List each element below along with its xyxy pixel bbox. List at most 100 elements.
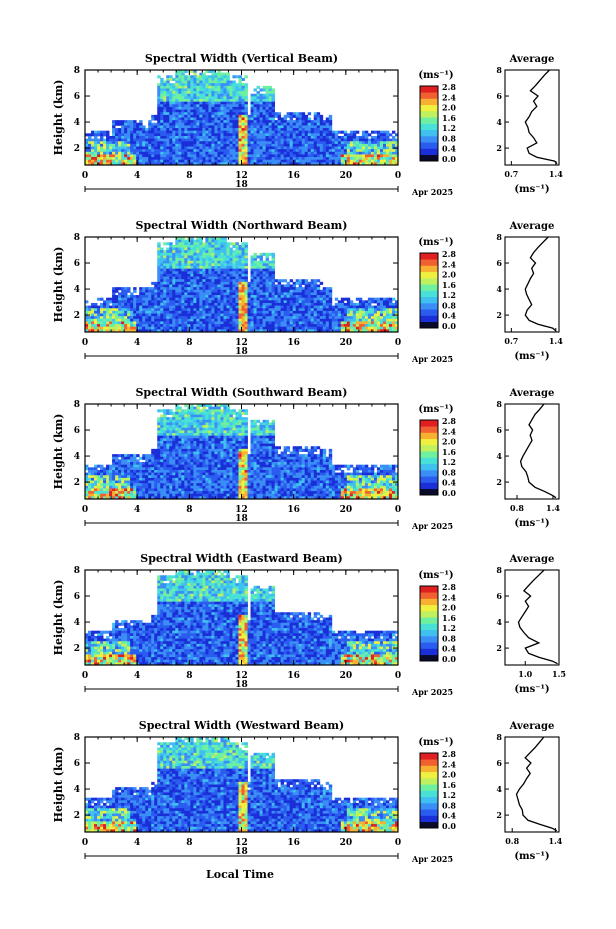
heatmap-cell bbox=[259, 297, 263, 301]
heatmap-cell bbox=[271, 135, 276, 140]
heatmap-cell bbox=[166, 266, 170, 270]
heatmap-cell bbox=[259, 109, 263, 113]
heatmap-cell bbox=[214, 417, 218, 421]
heatmap-cell bbox=[223, 295, 227, 299]
heatmap-cell bbox=[205, 263, 209, 267]
heatmap-cell bbox=[166, 273, 170, 277]
heatmap-cell bbox=[346, 329, 351, 332]
heatmap-cell bbox=[199, 149, 203, 153]
heatmap-cell bbox=[163, 326, 167, 330]
heatmap-cell bbox=[214, 112, 218, 116]
heatmap-cell bbox=[217, 324, 221, 328]
heatmap-cell bbox=[97, 297, 101, 301]
heatmap-cell bbox=[121, 316, 125, 320]
heatmap-cell bbox=[361, 321, 366, 325]
heatmap-cell bbox=[298, 292, 303, 296]
heatmap-cell bbox=[202, 300, 206, 304]
heatmap-cell bbox=[199, 414, 203, 418]
heatmap-cell bbox=[199, 329, 203, 332]
heatmap-cell bbox=[151, 318, 155, 322]
heatmap-cell bbox=[289, 125, 294, 129]
heatmap-cell bbox=[100, 297, 104, 301]
heatmap-cell bbox=[220, 104, 224, 108]
heatmap-cell bbox=[205, 154, 209, 158]
heatmap-cell bbox=[334, 159, 339, 163]
heatmap-cell bbox=[157, 287, 161, 291]
heatmap-cell bbox=[100, 151, 104, 155]
heatmap-cell bbox=[115, 138, 119, 142]
colorbar-tick-label: 2.0 bbox=[442, 103, 456, 113]
heatmap-cell bbox=[379, 310, 384, 314]
heatmap-cell bbox=[193, 281, 197, 285]
heatmap-cell bbox=[241, 77, 245, 81]
heatmap-cell bbox=[151, 159, 155, 163]
heatmap-cell bbox=[163, 120, 167, 124]
heatmap-cell bbox=[223, 297, 227, 301]
heatmap-cell bbox=[238, 316, 242, 320]
heatmap-cell bbox=[226, 130, 230, 134]
heatmap-cell bbox=[235, 271, 239, 275]
heatmap-cell bbox=[178, 300, 182, 304]
x-tick-label: 12 bbox=[235, 171, 248, 181]
heatmap-cell bbox=[103, 302, 107, 307]
heatmap-cell bbox=[199, 120, 203, 124]
heatmap-cell bbox=[262, 329, 266, 332]
heatmap-cell bbox=[277, 128, 282, 132]
heatmap-cell bbox=[298, 313, 303, 317]
heatmap-cell bbox=[184, 417, 188, 421]
heatmap-cell bbox=[379, 159, 384, 163]
heatmap-cell bbox=[229, 329, 233, 332]
heatmap-cell bbox=[142, 143, 146, 147]
heatmap-cell bbox=[187, 263, 191, 267]
heatmap-cell bbox=[139, 125, 143, 129]
heatmap-cell bbox=[112, 141, 116, 145]
heatmap-cell bbox=[115, 289, 119, 293]
heatmap-cell bbox=[163, 313, 167, 317]
heatmap-cell bbox=[262, 263, 266, 267]
heatmap-cell bbox=[289, 295, 294, 299]
heatmap-cell bbox=[256, 112, 260, 116]
heatmap-cell bbox=[154, 122, 158, 126]
heatmap-cell bbox=[214, 83, 218, 87]
heatmap-cell bbox=[151, 146, 155, 150]
heatmap-cell bbox=[385, 143, 390, 147]
heatmap-cell bbox=[109, 157, 113, 161]
heatmap-cell bbox=[124, 157, 128, 161]
heatmap-cell bbox=[109, 321, 113, 325]
heatmap-cell bbox=[337, 154, 342, 158]
heatmap-cell bbox=[139, 310, 143, 314]
heatmap-cell bbox=[208, 287, 212, 291]
heatmap-cell bbox=[256, 143, 260, 147]
heatmap-cell bbox=[202, 302, 206, 307]
heatmap-cell bbox=[301, 326, 306, 330]
heatmap-cell bbox=[187, 104, 191, 108]
heatmap-cell bbox=[91, 313, 95, 317]
heatmap-cell bbox=[379, 133, 384, 137]
heatmap-cell bbox=[247, 143, 251, 147]
heatmap-cell bbox=[274, 305, 279, 309]
heatmap-cell bbox=[223, 237, 227, 241]
heatmap-cell bbox=[154, 149, 158, 153]
heatmap-cell bbox=[286, 122, 291, 126]
heatmap-cell bbox=[241, 112, 245, 116]
heatmap-cell bbox=[328, 318, 333, 322]
heatmap-cell bbox=[268, 308, 272, 312]
heatmap-cell bbox=[196, 80, 200, 84]
heatmap-cell bbox=[91, 143, 95, 147]
heatmap-cell bbox=[190, 128, 194, 132]
heatmap-cell bbox=[196, 287, 200, 291]
heatmap-cell bbox=[235, 83, 239, 87]
heatmap-cell bbox=[175, 83, 179, 87]
heatmap-cell bbox=[304, 149, 309, 153]
heatmap-cell bbox=[130, 162, 134, 165]
heatmap-cell bbox=[250, 326, 254, 330]
heatmap-cell bbox=[211, 284, 215, 288]
heatmap-cell bbox=[319, 130, 324, 134]
heatmap-cell bbox=[334, 297, 339, 301]
heatmap-cell bbox=[256, 159, 260, 163]
heatmap-cell bbox=[157, 316, 161, 320]
heatmap-cell bbox=[229, 302, 233, 307]
heatmap-cell bbox=[175, 149, 179, 153]
heatmap-cell bbox=[391, 308, 396, 312]
heatmap-cell bbox=[100, 146, 104, 150]
